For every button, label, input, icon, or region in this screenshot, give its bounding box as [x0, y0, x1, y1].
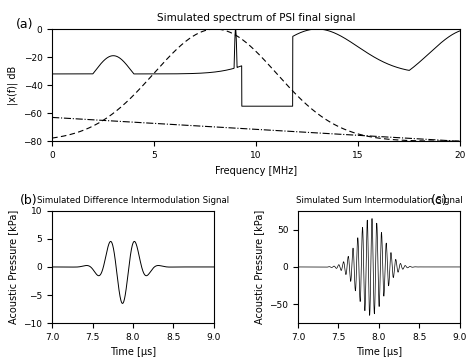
- Y-axis label: |x(f)| dB: |x(f)| dB: [8, 66, 18, 105]
- Text: (c): (c): [431, 194, 447, 207]
- Title: Simulated Difference Intermodulation Signal: Simulated Difference Intermodulation Sig…: [37, 196, 229, 204]
- Y-axis label: Acoustic Pressure [kPa]: Acoustic Pressure [kPa]: [254, 210, 264, 324]
- X-axis label: Frequency [MHz]: Frequency [MHz]: [215, 166, 297, 176]
- X-axis label: Time [μs]: Time [μs]: [110, 347, 156, 357]
- X-axis label: Time [μs]: Time [μs]: [356, 347, 402, 357]
- Title: Simulated spectrum of PSI final signal: Simulated spectrum of PSI final signal: [157, 13, 355, 23]
- Y-axis label: Acoustic Pressure [kPa]: Acoustic Pressure [kPa]: [8, 210, 18, 324]
- Text: (a): (a): [16, 18, 33, 31]
- Text: (b): (b): [20, 194, 37, 207]
- Title: Simulated Sum Intermodulation Signal: Simulated Sum Intermodulation Signal: [296, 196, 462, 204]
